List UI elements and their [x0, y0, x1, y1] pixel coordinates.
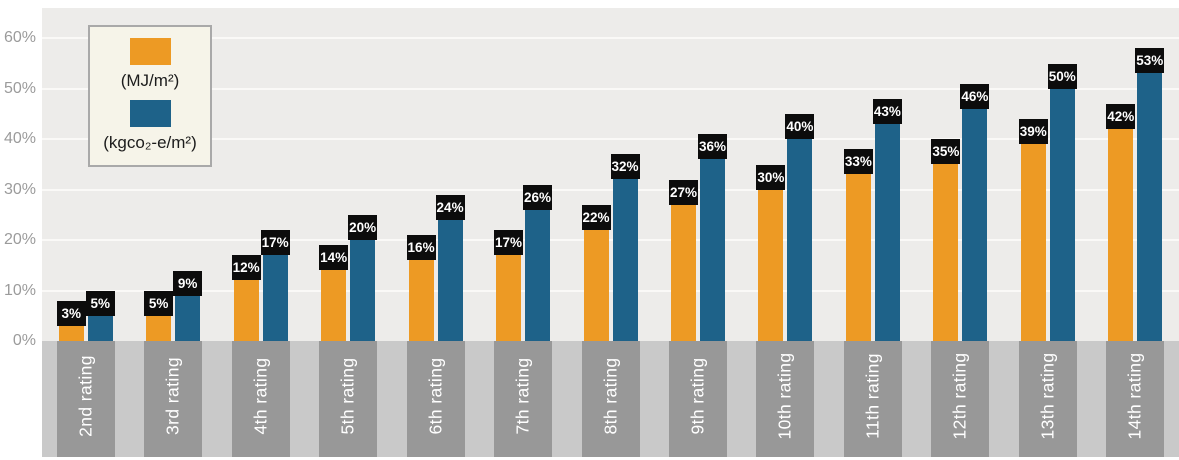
y-tick-label: 0% — [12, 332, 36, 349]
y-tick-label: 50% — [3, 79, 36, 97]
legend-label-mj: (MJ/m²) — [120, 71, 180, 90]
category-band: 11th rating — [843, 341, 902, 457]
category-label: 6th rating — [425, 357, 446, 435]
y-tick-label: 60% — [3, 29, 36, 46]
category-label: 4th rating — [250, 357, 271, 435]
category-band: 3rd rating — [144, 341, 203, 457]
category-band: 10th rating — [756, 341, 815, 457]
category-label: 10th rating — [774, 352, 795, 440]
legend-label-kgco2: (kgco₂-e/m²) — [103, 133, 197, 152]
gridline — [42, 239, 1179, 241]
category-band: 6th rating — [406, 341, 465, 457]
category-label: 11th rating — [862, 353, 883, 439]
legend: (MJ/m²) (kgco₂-e/m²) — [88, 25, 212, 167]
category-band: 8th rating — [581, 341, 640, 457]
gridline — [42, 188, 1179, 191]
category-label: 2nd rating — [75, 355, 96, 437]
category-band: 7th rating — [494, 341, 553, 457]
category-band: 13th rating — [1018, 341, 1077, 457]
category-band: 5th rating — [319, 341, 378, 457]
plot-area — [42, 8, 1179, 341]
legend-swatch-kgco2 — [129, 100, 171, 127]
gridline — [42, 289, 1179, 292]
category-label: 13th rating — [1037, 352, 1058, 440]
legend-swatch-mj — [129, 38, 171, 65]
y-tick-label: 40% — [3, 130, 36, 147]
x-axis-band: 2nd rating 3rd rating 4th rating 5th rating… — [42, 341, 1179, 457]
y-tick-label: 20% — [3, 231, 36, 248]
category-label: 5th rating — [337, 357, 358, 435]
gridline — [42, 87, 1179, 90]
gridline — [42, 37, 1179, 39]
category-band: 14th rating — [1106, 341, 1165, 457]
y-tick-label: 10% — [3, 281, 36, 299]
category-band: 4th rating — [231, 341, 290, 457]
y-axis-labels: 0% 10% 20% 30% 40% 50% 60% — [0, 0, 38, 460]
category-label: 7th rating — [512, 357, 533, 435]
category-band: 2nd rating — [56, 341, 115, 457]
y-tick-label: 30% — [3, 180, 36, 198]
category-band: 12th rating — [931, 341, 990, 457]
category-band: 9th rating — [668, 341, 727, 457]
gridline — [42, 138, 1179, 140]
category-label: 9th rating — [687, 357, 708, 435]
category-label: 14th rating — [1124, 352, 1145, 440]
category-label: 8th rating — [600, 357, 620, 435]
category-label: 3rd rating — [162, 357, 183, 435]
category-label: 12th rating — [949, 352, 970, 440]
